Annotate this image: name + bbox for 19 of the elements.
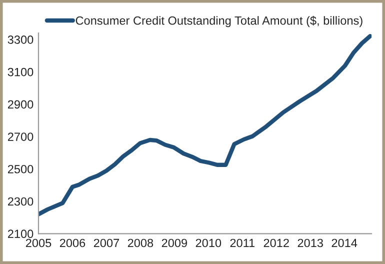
y-tick-label: 2100 — [8, 230, 34, 238]
y-tick-label: 2500 — [8, 164, 34, 174]
x-tick-label: 2009 — [162, 238, 187, 248]
x-tick-label: 2012 — [264, 238, 289, 248]
y-tick-label: 3300 — [8, 36, 34, 44]
line-series — [38, 34, 372, 216]
x-tick-label: 2008 — [128, 238, 154, 248]
x-tick-label: 2014 — [332, 238, 358, 248]
legend-label: Consumer Credit Outstanding Total Amount ($, billions) — [76, 16, 362, 28]
x-tick-label: 2005 — [26, 238, 52, 248]
x-tick-label: 2013 — [298, 238, 323, 248]
y-tick-label: 2900 — [8, 100, 34, 109]
x-tick-label: 2010 — [196, 238, 222, 248]
y-tick-label: 3100 — [8, 68, 34, 76]
x-tick-label: 2007 — [94, 238, 120, 248]
y-tick-label: 2700 — [8, 132, 34, 141]
y-tick-label: 2300 — [8, 197, 34, 206]
x-tick-label: 2006 — [60, 238, 86, 248]
x-tick-label: 2011 — [230, 238, 255, 248]
